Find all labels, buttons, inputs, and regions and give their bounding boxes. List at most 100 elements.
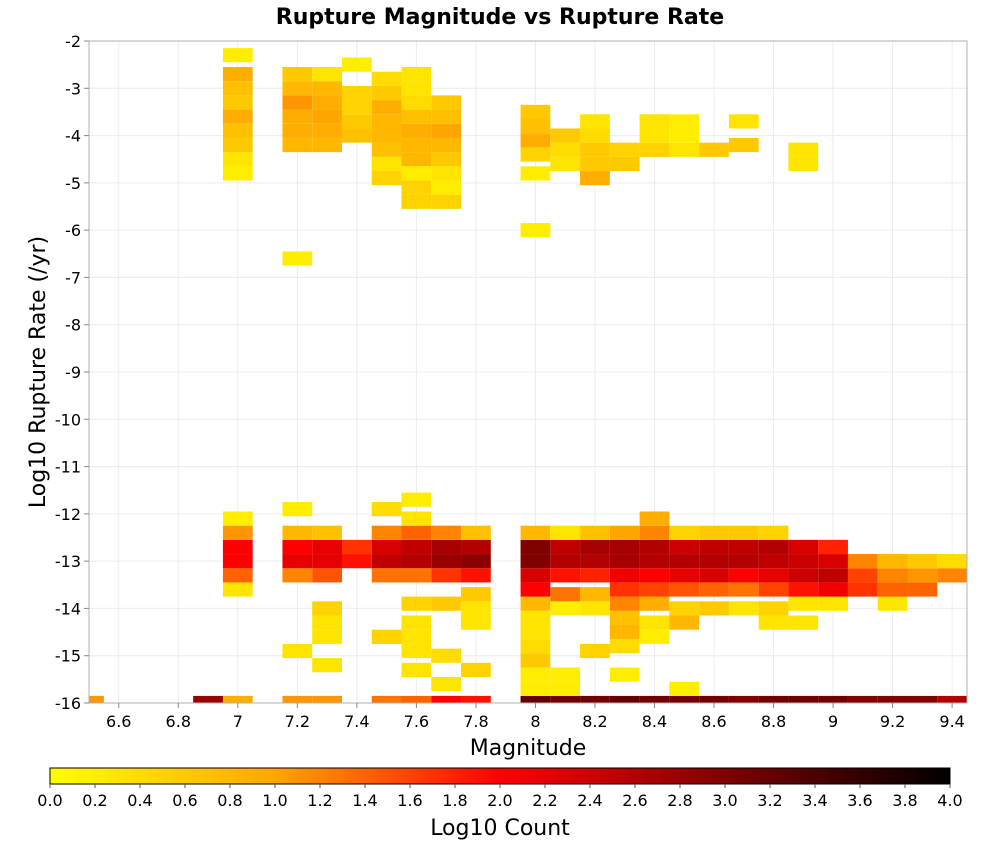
heatmap-cell: [818, 582, 848, 597]
heatmap-cell: [788, 156, 819, 172]
y-axis-label: Log10 Rupture Rate (/yr): [26, 236, 51, 508]
heatmap-cell: [669, 539, 700, 555]
colorbar-label: Log10 Count: [430, 816, 570, 841]
colorbar-tick-label: 2.6: [622, 791, 647, 810]
heatmap-cell: [222, 137, 253, 153]
colorbar-tick-label: 1.6: [397, 791, 422, 810]
heatmap-cell: [609, 639, 640, 654]
heatmap-cell: [431, 554, 462, 569]
heatmap-cell: [907, 695, 938, 703]
heatmap-cell: [639, 596, 670, 611]
heatmap-cell: [312, 658, 342, 673]
heatmap-cell: [341, 57, 372, 72]
heatmap-cell: [788, 554, 819, 569]
y-tick-label: -15: [55, 647, 81, 666]
heatmap-cell: [699, 582, 729, 597]
heatmap-cell: [550, 539, 581, 555]
heatmap-cell: [699, 142, 729, 157]
heatmap-cell: [222, 67, 253, 82]
heatmap-cell: [580, 601, 610, 616]
heatmap-cell: [520, 695, 551, 703]
heatmap-cell: [401, 492, 432, 507]
heatmap-cell: [609, 610, 640, 625]
colorbar-tick-label: 3.4: [802, 791, 827, 810]
heatmap-cell: [520, 539, 551, 555]
heatmap-cell: [580, 171, 610, 186]
colorbar-ticks: 0.0 0.2 0.4 0.6 0.8 1.0 1.2 1.4 1.6 1.8 2.0 2.2 2.4 2…: [37, 784, 963, 810]
x-tick-label: 6.6: [106, 712, 131, 731]
heatmap-cell: [818, 568, 848, 583]
heatmap-cell: [282, 123, 313, 138]
heatmap-cell: [520, 166, 551, 181]
heatmap-cell: [431, 568, 462, 583]
colorbar: [49, 767, 951, 785]
heatmap-cell: [312, 123, 342, 138]
heatmap-cell: [818, 596, 848, 611]
colorbar-tick-label: 3.6: [847, 791, 872, 810]
heatmap-cell: [371, 525, 402, 540]
heatmap-cell: [312, 109, 342, 124]
heatmap-cell: [401, 123, 432, 138]
x-tick-label: 8: [530, 712, 540, 731]
colorbar-tick-label: 2.0: [487, 791, 512, 810]
heatmap-cell: [222, 554, 253, 569]
colorbar-tick-label: 0.6: [172, 791, 197, 810]
heatmap-cell: [371, 695, 402, 703]
y-tick-label: -6: [65, 221, 81, 240]
heatmap-cell: [371, 85, 402, 101]
heatmap-cell: [431, 676, 462, 692]
colorbar-tick-label: 1.4: [352, 791, 377, 810]
heatmap-cell: [550, 681, 581, 696]
heatmap-cell: [312, 615, 342, 630]
heatmap-cell: [639, 582, 670, 597]
heatmap-cell: [580, 554, 610, 569]
heatmap-cell: [699, 695, 729, 703]
heatmap-cell: [401, 95, 432, 110]
heatmap-cell: [758, 582, 789, 597]
y-tick-label: -2: [65, 32, 81, 51]
heatmap-cell: [728, 137, 759, 153]
y-axis-ticks: -2 -3 -4 -5 -6 -7 -8 -9 -10 -11 -12 -13 -14 -15 -16: [55, 32, 89, 713]
heatmap-cell: [550, 568, 581, 583]
heatmap-cell: [788, 539, 819, 555]
heatmap-cell: [580, 156, 610, 172]
heatmap-cell: [877, 554, 908, 569]
heatmap-cell: [609, 596, 640, 611]
heatmap-cell: [222, 48, 253, 63]
heatmap-cell: [461, 525, 491, 540]
heatmap-cell: [788, 582, 819, 597]
heatmap-cell: [758, 539, 789, 555]
heatmap-cell: [282, 525, 313, 540]
heatmap-cell: [758, 601, 789, 616]
x-tick-label: 9: [828, 712, 838, 731]
heatmap-cell: [371, 171, 402, 186]
heatmap-cell: [580, 695, 610, 703]
heatmap-cell: [818, 695, 848, 703]
heatmap-cell: [282, 109, 313, 124]
heatmap-cell: [728, 695, 759, 703]
heatmap-cell: [431, 95, 462, 110]
heatmap-cell: [907, 568, 938, 583]
heatmap-cell: [431, 648, 462, 663]
heatmap-cell: [222, 511, 253, 526]
heatmap-cell: [282, 137, 313, 153]
heatmap-cell: [371, 100, 402, 115]
heatmap-cell: [401, 67, 432, 82]
heatmap-cell: [639, 511, 670, 526]
heatmap-cell: [580, 525, 610, 540]
heatmap-cell: [580, 114, 610, 129]
heatmap-cell: [609, 582, 640, 597]
heatmap-cell: [639, 114, 670, 129]
heatmap-cell: [728, 568, 759, 583]
colorbar-tick-label: 3.8: [892, 791, 917, 810]
heatmap-cell: [312, 629, 342, 644]
heatmap-cell: [431, 137, 462, 153]
y-tick-label: -14: [55, 599, 81, 618]
y-tick-label: -7: [65, 268, 81, 287]
colorbar-tick-label: 1.8: [442, 791, 467, 810]
heatmap-cell: [312, 601, 342, 616]
y-tick-label: -12: [55, 505, 81, 524]
heatmap-cell: [847, 695, 878, 703]
x-axis-ticks: 6.6 6.8 7 7.2 7.4 7.6 7.8 8 8.2 8.4 8.6 8.8 9 9.2 9.4: [106, 703, 965, 731]
